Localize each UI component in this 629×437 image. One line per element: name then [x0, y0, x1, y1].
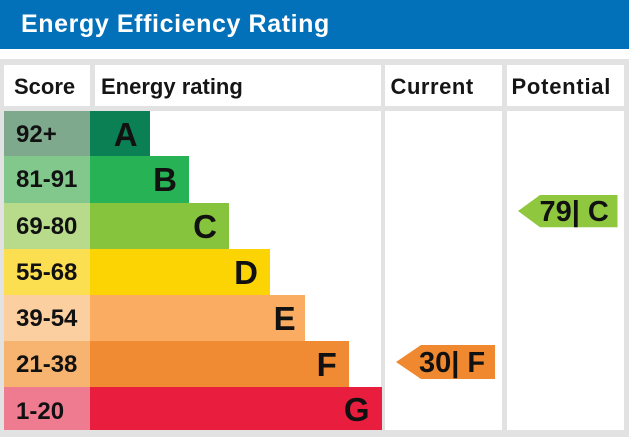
svg-text:79| C: 79| C [540, 196, 609, 228]
svg-text:30| F: 30| F [419, 347, 485, 379]
